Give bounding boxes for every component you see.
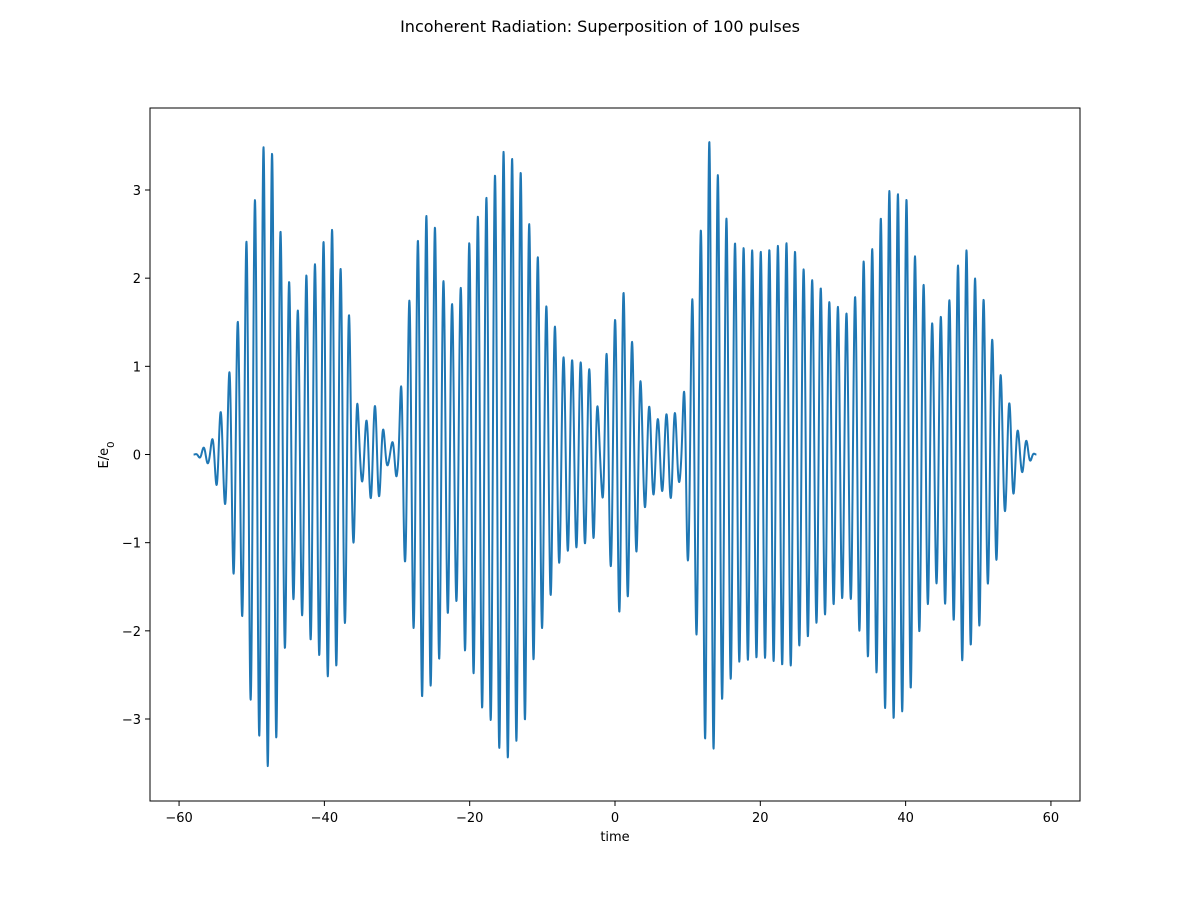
plot-frame (149, 107, 1081, 802)
y-axis: −3 −2 −1 0 1 2 3 (122, 184, 150, 728)
x-tick-label: 20 (752, 811, 769, 826)
x-tick-label: −60 (165, 811, 192, 826)
x-tick-label: −20 (456, 811, 483, 826)
y-tick-label: −2 (122, 625, 141, 640)
x-axis-label: time (600, 830, 629, 845)
y-axis-label-main: E/e (97, 448, 112, 469)
y-axis-label-subscript: 0 (106, 442, 117, 448)
x-tick-label: 40 (897, 811, 914, 826)
x-axis: −60 −40 −20 0 20 40 60 (165, 801, 1059, 826)
y-tick-label: 0 (133, 449, 141, 464)
x-tick-label: 60 (1043, 811, 1060, 826)
y-tick-label: 1 (133, 360, 141, 375)
chart-title: Incoherent Radiation: Superposition of 1… (400, 17, 800, 36)
x-tick-label: 0 (611, 811, 619, 826)
y-tick-label: −3 (122, 713, 141, 728)
y-tick-label: 2 (133, 272, 141, 287)
series-line (192, 141, 1038, 768)
x-tick-label: −40 (311, 811, 338, 826)
y-tick-label: −1 (122, 537, 141, 552)
y-axis-label: E/e0 (97, 442, 117, 469)
plot-area (192, 141, 1038, 768)
y-tick-label: 3 (133, 184, 141, 199)
